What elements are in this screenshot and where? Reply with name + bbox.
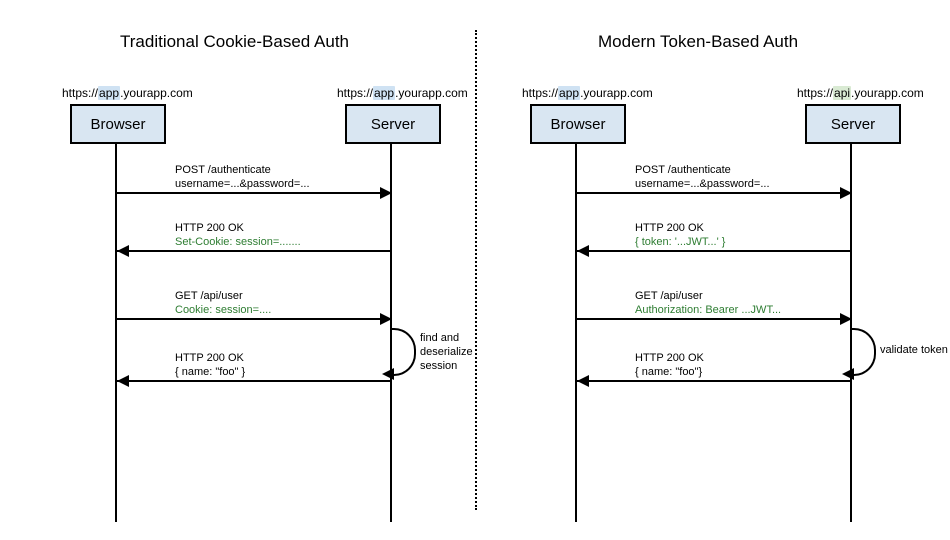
diagram-canvas: Traditional Cookie-Based Auth https://ap… xyxy=(0,0,950,540)
right-panel-title: Modern Token-Based Auth xyxy=(598,32,798,52)
message-arrow xyxy=(117,380,392,382)
message-label: GET /api/userAuthorization: Bearer ...JW… xyxy=(635,290,781,318)
message-label: POST /authenticateusername=...&password=… xyxy=(175,164,310,192)
left-self-label: find anddeserializesession xyxy=(420,332,473,373)
right-self-loop xyxy=(852,328,876,376)
left-browser-url: https://app.yourapp.com xyxy=(62,86,193,100)
arrowhead-left-icon xyxy=(117,375,129,387)
arrowhead-right-icon xyxy=(840,187,852,199)
url-highlight: app xyxy=(373,86,395,100)
url-highlight: app xyxy=(558,86,580,100)
message-label: HTTP 200 OK{ token: '...JWT...' } xyxy=(635,222,725,250)
arrowhead-left-icon xyxy=(577,375,589,387)
arrowhead-left-icon xyxy=(117,245,129,257)
message-arrow xyxy=(117,318,392,320)
url-highlight: api xyxy=(833,86,851,100)
message-arrow xyxy=(577,192,852,194)
right-server-actor: Server xyxy=(805,104,901,144)
left-server-url: https://app.yourapp.com xyxy=(337,86,468,100)
message-arrow xyxy=(577,250,852,252)
right-browser-lifeline xyxy=(575,142,577,522)
message-label: HTTP 200 OKSet-Cookie: session=....... xyxy=(175,222,301,250)
arrowhead-right-icon xyxy=(380,313,392,325)
message-label: HTTP 200 OK{ name: "foo" } xyxy=(175,352,245,380)
left-browser-lifeline xyxy=(115,142,117,522)
left-browser-actor: Browser xyxy=(70,104,166,144)
arrowhead-left-icon xyxy=(577,245,589,257)
message-arrow xyxy=(117,250,392,252)
panel-divider xyxy=(475,30,477,510)
right-browser-actor: Browser xyxy=(530,104,626,144)
arrowhead-right-icon xyxy=(840,313,852,325)
left-panel-title: Traditional Cookie-Based Auth xyxy=(120,32,349,52)
right-server-url: https://api.yourapp.com xyxy=(797,86,924,100)
url-highlight: app xyxy=(98,86,120,100)
right-self-label: validate token xyxy=(880,344,948,358)
message-label: HTTP 200 OK{ name: "foo"} xyxy=(635,352,704,380)
left-server-actor: Server xyxy=(345,104,441,144)
message-arrow xyxy=(577,380,852,382)
left-self-loop xyxy=(392,328,416,376)
message-arrow xyxy=(117,192,392,194)
message-arrow xyxy=(577,318,852,320)
right-browser-url: https://app.yourapp.com xyxy=(522,86,653,100)
message-label: GET /api/userCookie: session=.... xyxy=(175,290,271,318)
arrowhead-right-icon xyxy=(380,187,392,199)
message-label: POST /authenticateusername=...&password=… xyxy=(635,164,770,192)
